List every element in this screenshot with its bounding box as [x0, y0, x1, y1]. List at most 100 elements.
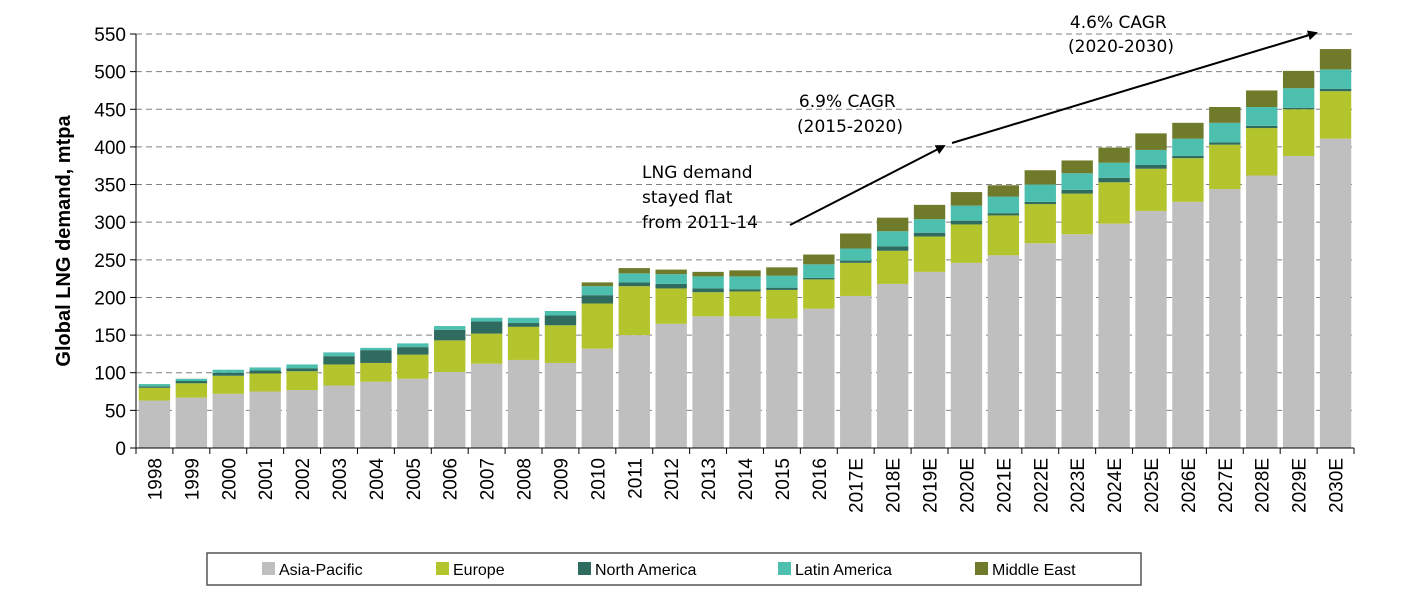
- bar-segment-europe: [249, 373, 281, 392]
- bar-segment-middle-east: [655, 269, 687, 275]
- bar-segment-latin-america: [840, 248, 872, 261]
- y-tick-label: 300: [94, 213, 126, 234]
- bar-segment-north-america: [1172, 155, 1204, 159]
- x-tick-label: 2026E: [1179, 458, 1200, 513]
- bar-segment-north-america: [1209, 142, 1241, 145]
- bar-segment-europe: [212, 375, 244, 394]
- bar-segment-latin-america: [987, 196, 1020, 214]
- bar-segment-asia-pacific: [544, 362, 577, 448]
- x-tick-label: 2029E: [1290, 458, 1311, 513]
- annotation-cagr-2020-2030: 4.6% CAGR (2020-2030): [1068, 13, 1174, 57]
- bar-segment-asia-pacific: [1172, 201, 1204, 448]
- bar-segment-europe: [544, 325, 577, 363]
- x-tick-label: 2002: [293, 458, 314, 500]
- x-tick-label: 2018E: [884, 458, 905, 513]
- legend-label: Latin America: [795, 562, 892, 579]
- x-tick-label: 2030E: [1327, 458, 1348, 513]
- bar-segment-europe: [987, 215, 1020, 256]
- x-tick-label: 2008: [515, 458, 536, 500]
- bar-segment-middle-east: [1135, 133, 1167, 150]
- x-tick-label: 2028E: [1253, 458, 1274, 513]
- bar-segment-north-america: [987, 213, 1020, 216]
- bar-segment-north-america: [212, 372, 244, 376]
- legend-swatch: [975, 562, 988, 575]
- bar-segment-middle-east: [913, 204, 946, 220]
- bar-segment-europe: [507, 326, 540, 360]
- bar-segment-north-america: [692, 288, 724, 293]
- x-tick-label: 2001: [256, 458, 277, 500]
- bar-segment-middle-east: [1282, 70, 1315, 89]
- annotation-line: 4.6% CAGR: [1070, 13, 1167, 33]
- bar-segment-asia-pacific: [434, 371, 466, 448]
- bar-segment-latin-america: [581, 286, 614, 296]
- x-tick-label: 2000: [219, 458, 240, 500]
- y-tick-label: 50: [105, 401, 126, 422]
- x-tick-label: 2009: [551, 458, 572, 500]
- x-tick-label: 2014: [736, 458, 757, 501]
- bar-segment-europe: [876, 250, 909, 284]
- bar-segment-europe: [1061, 193, 1093, 235]
- bar-segment-latin-america: [692, 276, 724, 289]
- bar-segment-asia-pacific: [876, 283, 909, 448]
- bar-segment-europe: [655, 288, 687, 324]
- annotation-line: stayed flat: [642, 188, 733, 208]
- y-tick-label: 450: [94, 100, 126, 121]
- bar-segment-middle-east: [618, 268, 650, 274]
- bar-segment-asia-pacific: [138, 400, 171, 448]
- x-tick-label: 2005: [404, 458, 425, 500]
- bar-segment-north-america: [876, 246, 909, 251]
- bar-segment-north-america: [1282, 107, 1315, 110]
- x-tick-label: 2025E: [1142, 458, 1163, 513]
- bar-segment-middle-east: [1098, 147, 1130, 163]
- bar-segment-asia-pacific: [1282, 155, 1315, 448]
- bar-segment-latin-america: [876, 231, 909, 247]
- x-tick-label: 2007: [478, 458, 499, 500]
- bar-segment-asia-pacific: [618, 335, 650, 448]
- bar-segment-latin-america: [1172, 138, 1204, 156]
- bar-segment-europe: [729, 291, 761, 317]
- bar-segment-latin-america: [470, 317, 503, 322]
- bar-segment-asia-pacific: [729, 316, 761, 448]
- x-tick-label: 2015: [773, 458, 794, 500]
- bar-segment-north-america: [544, 315, 577, 326]
- y-tick-label: 200: [94, 288, 126, 309]
- bar-segment-north-america: [507, 323, 540, 327]
- bar-segment-latin-america: [434, 326, 466, 330]
- bar-segment-europe: [360, 362, 392, 382]
- bar-segment-north-america: [1319, 88, 1352, 92]
- y-tick-label: 100: [94, 364, 126, 385]
- bar-segment-europe: [950, 224, 983, 263]
- bar-segment-north-america: [950, 220, 983, 225]
- bar-segment-middle-east: [1319, 49, 1352, 70]
- bar-segment-asia-pacific: [175, 397, 208, 448]
- bar-segment-latin-america: [1061, 173, 1093, 190]
- bar-segment-north-america: [1024, 201, 1056, 205]
- bar-segment-europe: [1282, 109, 1315, 156]
- annotation-line: from 2011-14: [642, 213, 758, 233]
- annotation-line: (2015-2020): [797, 117, 903, 137]
- bar-segment-latin-america: [729, 276, 761, 290]
- bar-segment-europe: [175, 383, 208, 398]
- bar-segment-asia-pacific: [470, 363, 503, 448]
- annotation-flat-demand: LNG demand stayed flat from 2011-14: [642, 163, 758, 233]
- bar-segment-latin-america: [212, 369, 244, 373]
- bar-segment-europe: [470, 333, 503, 364]
- annotation-line: LNG demand: [642, 163, 753, 183]
- bar-segment-asia-pacific: [987, 255, 1020, 448]
- bar-segment-north-america: [1135, 164, 1167, 169]
- bar-segment-asia-pacific: [950, 262, 983, 448]
- bar-segment-asia-pacific: [1135, 210, 1167, 448]
- x-tick-label: 2006: [441, 458, 462, 500]
- x-tick-label: 2019E: [921, 458, 942, 513]
- x-tick-label: 2022E: [1031, 458, 1052, 513]
- arrow-flat-to-2020: [789, 145, 946, 226]
- legend-swatch: [778, 562, 791, 575]
- legend: Asia-Pacific Europe North America Latin Ame…: [206, 552, 1142, 586]
- bar-segment-middle-east: [1172, 122, 1204, 139]
- bar-segment-europe: [1135, 168, 1167, 211]
- bar-segment-north-america: [1061, 189, 1093, 194]
- bar-segment-latin-america: [950, 205, 983, 221]
- bar-segment-north-america: [803, 277, 835, 280]
- bar-segment-north-america: [581, 295, 614, 304]
- bar-segment-latin-america: [249, 367, 281, 371]
